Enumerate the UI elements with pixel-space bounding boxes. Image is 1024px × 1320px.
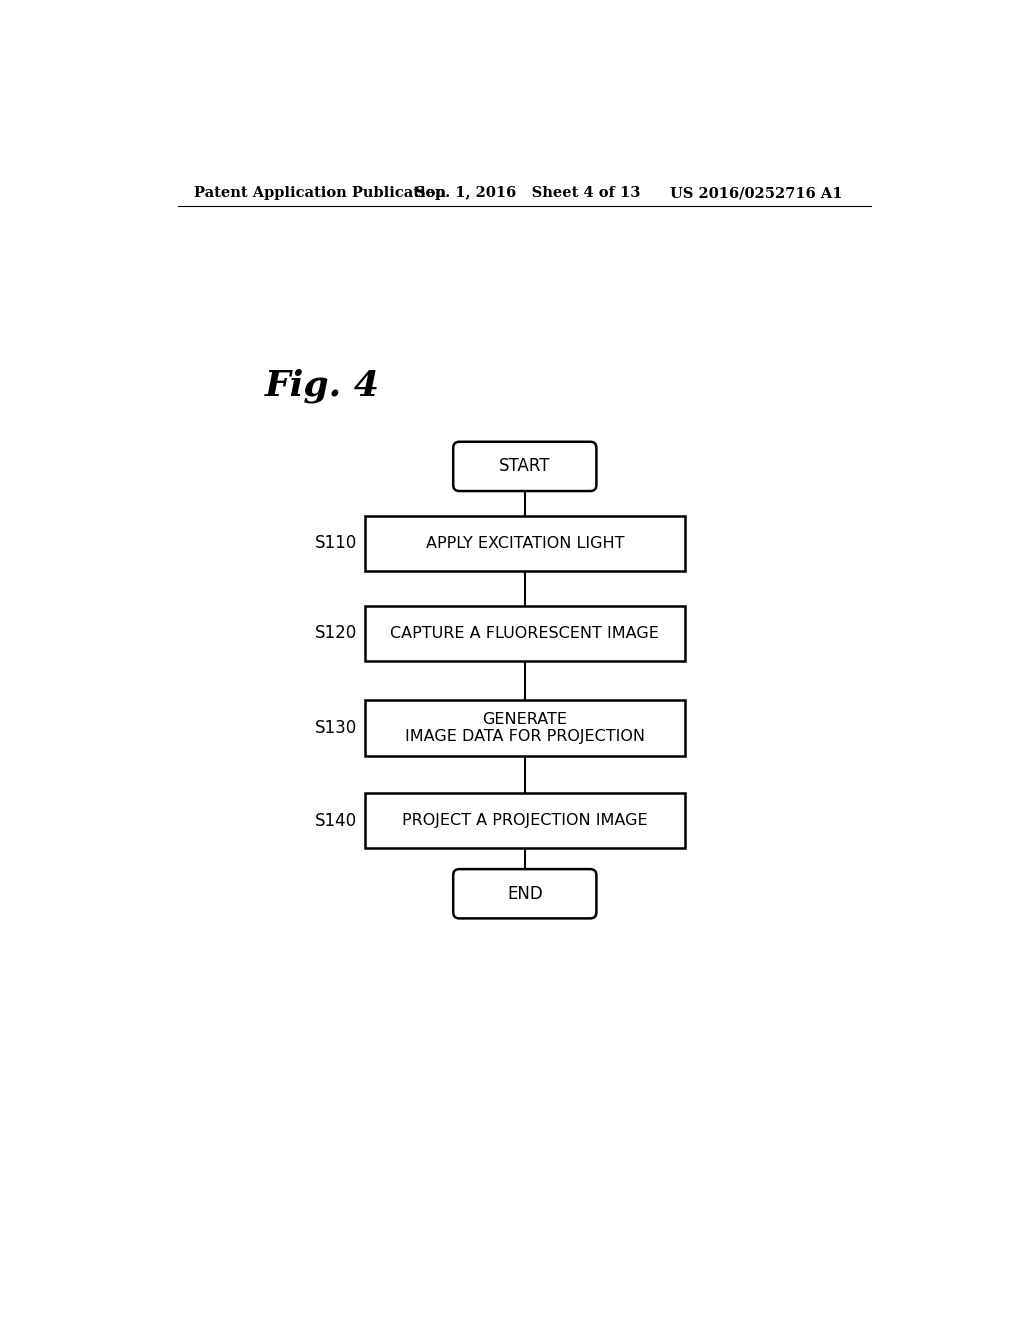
Text: US 2016/0252716 A1: US 2016/0252716 A1 — [670, 186, 842, 201]
Text: APPLY EXCITATION LIGHT: APPLY EXCITATION LIGHT — [426, 536, 624, 550]
Text: S140: S140 — [315, 812, 357, 829]
Text: START: START — [499, 458, 551, 475]
Text: Patent Application Publication: Patent Application Publication — [194, 186, 445, 201]
Text: PROJECT A PROJECTION IMAGE: PROJECT A PROJECTION IMAGE — [402, 813, 647, 828]
Text: CAPTURE A FLUORESCENT IMAGE: CAPTURE A FLUORESCENT IMAGE — [390, 626, 659, 642]
Text: GENERATE
IMAGE DATA FOR PROJECTION: GENERATE IMAGE DATA FOR PROJECTION — [404, 711, 645, 744]
Bar — [365, 701, 685, 756]
Text: S120: S120 — [315, 624, 357, 643]
Text: Fig. 4: Fig. 4 — [265, 368, 380, 403]
FancyBboxPatch shape — [454, 869, 596, 919]
Text: S130: S130 — [315, 719, 357, 737]
FancyBboxPatch shape — [454, 442, 596, 491]
Text: S110: S110 — [315, 535, 357, 552]
Text: END: END — [507, 884, 543, 903]
Bar — [365, 606, 685, 661]
Bar — [365, 516, 685, 572]
Text: Sep. 1, 2016   Sheet 4 of 13: Sep. 1, 2016 Sheet 4 of 13 — [416, 186, 641, 201]
Bar — [365, 793, 685, 849]
